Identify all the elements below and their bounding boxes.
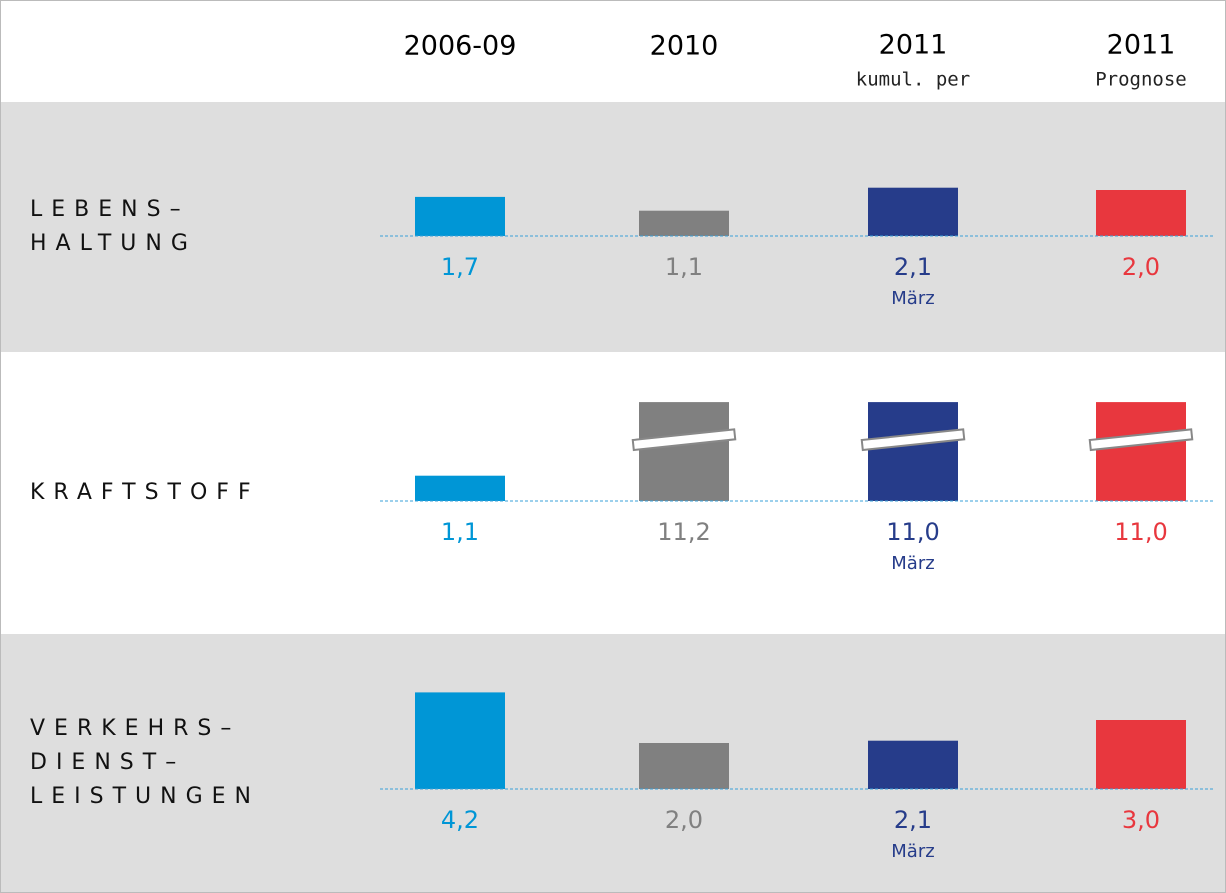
bar (639, 210, 729, 236)
row-band (1, 352, 1225, 634)
break-marker (631, 428, 737, 452)
value-label: 2,0 (1122, 253, 1160, 281)
row-label: LEBENS– (30, 197, 190, 222)
column-title: 2011 (1107, 30, 1176, 61)
column-title: 2011 (879, 30, 948, 61)
row-label: DIENST– (30, 750, 185, 775)
bar (639, 743, 729, 789)
row-label: KRAFTSTOFF (30, 480, 260, 505)
value-label: 11,0 (1114, 518, 1167, 546)
bar (868, 740, 958, 789)
break-marker (1088, 428, 1194, 452)
column-subtitle: kumul. per (856, 69, 970, 91)
column-subtitle: Prognose (1095, 69, 1187, 91)
bar (1096, 720, 1186, 789)
value-label: 4,2 (441, 806, 479, 834)
value-label: 1,1 (441, 518, 479, 546)
row-label: VERKEHRS– (30, 716, 240, 741)
value-label: 11,2 (657, 518, 710, 546)
annotation: März (891, 288, 934, 309)
bar (868, 402, 958, 501)
bar (639, 402, 729, 501)
value-label: 2,1 (894, 253, 932, 281)
column-title: 2006-09 (404, 31, 517, 62)
value-label: 1,7 (441, 253, 479, 281)
value-label: 1,1 (665, 253, 703, 281)
value-label: 3,0 (1122, 806, 1160, 834)
value-label: 2,1 (894, 806, 932, 834)
bar (415, 475, 505, 501)
bar (415, 196, 505, 236)
bar (415, 692, 505, 789)
value-label: 2,0 (665, 806, 703, 834)
row-label: HALTUNG (30, 231, 197, 256)
column-title: 2010 (650, 31, 719, 62)
value-label: 11,0 (886, 518, 939, 546)
bar (1096, 190, 1186, 236)
row-label: LEISTUNGEN (30, 784, 260, 809)
bar (868, 187, 958, 236)
break-marker (860, 428, 966, 452)
annotation: März (891, 841, 934, 862)
row-band (1, 634, 1225, 892)
bar (1096, 402, 1186, 501)
row-band (1, 102, 1225, 352)
annotation: März (891, 553, 934, 574)
